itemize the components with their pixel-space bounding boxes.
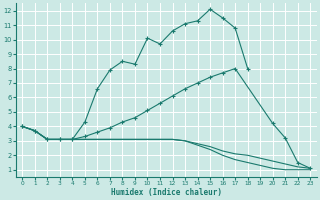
X-axis label: Humidex (Indice chaleur): Humidex (Indice chaleur) [111, 188, 222, 197]
